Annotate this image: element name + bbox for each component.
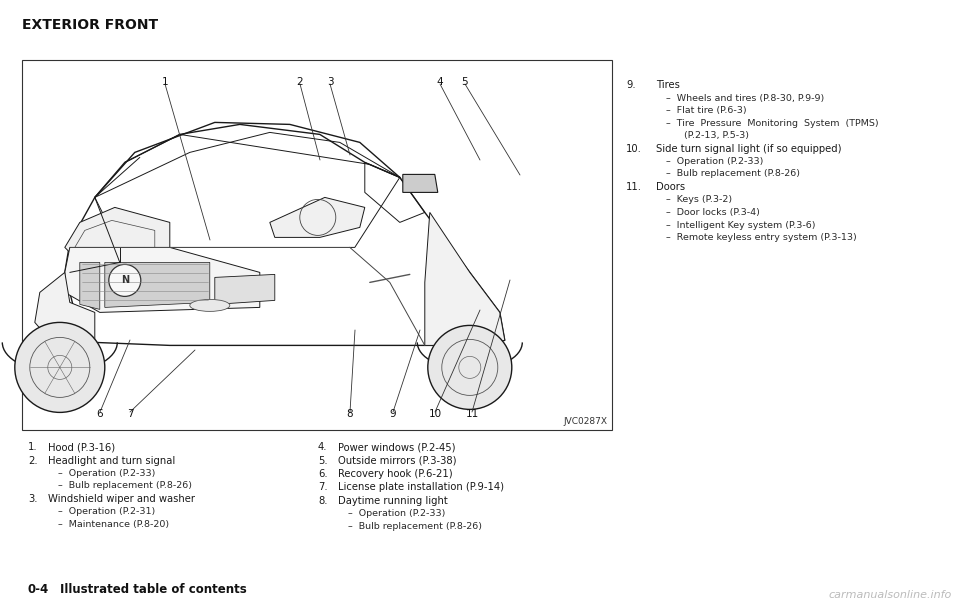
Polygon shape	[105, 262, 210, 307]
Text: –  Wheels and tires (P.8-30, P.9-9): – Wheels and tires (P.8-30, P.9-9)	[666, 93, 825, 103]
Text: 6: 6	[97, 409, 104, 419]
Circle shape	[14, 323, 105, 412]
Text: Outside mirrors (P.3-38): Outside mirrors (P.3-38)	[338, 455, 457, 466]
Circle shape	[428, 326, 512, 409]
Text: Daytime running light: Daytime running light	[338, 496, 447, 506]
Text: –  Intelligent Key system (P.3-6): – Intelligent Key system (P.3-6)	[666, 221, 815, 230]
Polygon shape	[64, 247, 260, 312]
Text: 8.: 8.	[318, 496, 327, 506]
Text: JVC0287X: JVC0287X	[563, 417, 607, 426]
Text: N: N	[121, 276, 129, 285]
Text: –  Bulb replacement (P.8-26): – Bulb replacement (P.8-26)	[666, 169, 800, 178]
Bar	[22, 60, 612, 430]
Text: 3.: 3.	[28, 494, 37, 504]
Text: –  Operation (P.2-33): – Operation (P.2-33)	[348, 510, 445, 519]
Text: –  Operation (P.2-31): – Operation (P.2-31)	[58, 508, 156, 516]
Text: 11: 11	[466, 409, 479, 419]
Polygon shape	[424, 213, 505, 345]
Text: 4: 4	[437, 77, 444, 87]
Text: 6.: 6.	[318, 469, 327, 479]
Text: 7: 7	[127, 409, 133, 419]
Text: Power windows (P.2-45): Power windows (P.2-45)	[338, 442, 455, 452]
Text: 5: 5	[462, 77, 468, 87]
Text: 2.: 2.	[28, 455, 37, 466]
Text: 10.: 10.	[626, 144, 642, 153]
Text: 7.: 7.	[318, 483, 327, 492]
Text: 4.: 4.	[318, 442, 327, 452]
Text: 9: 9	[390, 409, 396, 419]
Text: –  Flat tire (P.6-3): – Flat tire (P.6-3)	[666, 106, 747, 115]
Text: Headlight and turn signal: Headlight and turn signal	[48, 455, 176, 466]
Text: –  Tire  Pressure  Monitoring  System  (TPMS): – Tire Pressure Monitoring System (TPMS)	[666, 119, 878, 128]
Text: 0-4: 0-4	[28, 583, 49, 596]
Text: –  Bulb replacement (P.8-26): – Bulb replacement (P.8-26)	[58, 481, 192, 491]
Text: 5.: 5.	[318, 455, 327, 466]
Text: –  Door locks (P.3-4): – Door locks (P.3-4)	[666, 208, 760, 217]
Polygon shape	[215, 274, 275, 304]
Text: 2: 2	[297, 77, 303, 87]
Polygon shape	[270, 197, 365, 238]
Circle shape	[108, 265, 141, 296]
Polygon shape	[64, 207, 170, 257]
Text: Doors: Doors	[656, 182, 685, 192]
Text: –  Operation (P.2-33): – Operation (P.2-33)	[666, 157, 763, 166]
Text: –  Bulb replacement (P.8-26): – Bulb replacement (P.8-26)	[348, 522, 482, 531]
Text: 10: 10	[428, 409, 442, 419]
Text: 11.: 11.	[626, 182, 642, 192]
Text: carmanualsonline.info: carmanualsonline.info	[828, 590, 952, 600]
Text: 1: 1	[161, 77, 168, 87]
Text: 1.: 1.	[28, 442, 37, 452]
Text: Side turn signal light (if so equipped): Side turn signal light (if so equipped)	[656, 144, 842, 153]
Text: –  Maintenance (P.8-20): – Maintenance (P.8-20)	[58, 520, 169, 529]
Text: (P.2-13, P.5-3): (P.2-13, P.5-3)	[666, 131, 749, 140]
Ellipse shape	[190, 299, 229, 312]
Text: 3: 3	[326, 77, 333, 87]
Text: Illustrated table of contents: Illustrated table of contents	[60, 583, 247, 596]
Text: EXTERIOR FRONT: EXTERIOR FRONT	[22, 18, 158, 32]
Text: 8: 8	[347, 409, 353, 419]
Text: License plate installation (P.9-14): License plate installation (P.9-14)	[338, 483, 504, 492]
Text: –  Keys (P.3-2): – Keys (P.3-2)	[666, 196, 732, 205]
Text: –  Operation (P.2-33): – Operation (P.2-33)	[58, 469, 156, 478]
Text: Tires: Tires	[656, 80, 680, 90]
Polygon shape	[35, 273, 95, 345]
Text: Windshield wiper and washer: Windshield wiper and washer	[48, 494, 195, 504]
Text: Recovery hook (P.6-21): Recovery hook (P.6-21)	[338, 469, 452, 479]
Text: 9.: 9.	[626, 80, 636, 90]
Text: Hood (P.3-16): Hood (P.3-16)	[48, 442, 115, 452]
Polygon shape	[403, 174, 438, 192]
Polygon shape	[80, 262, 100, 309]
Text: –  Remote keyless entry system (P.3-13): – Remote keyless entry system (P.3-13)	[666, 233, 856, 242]
